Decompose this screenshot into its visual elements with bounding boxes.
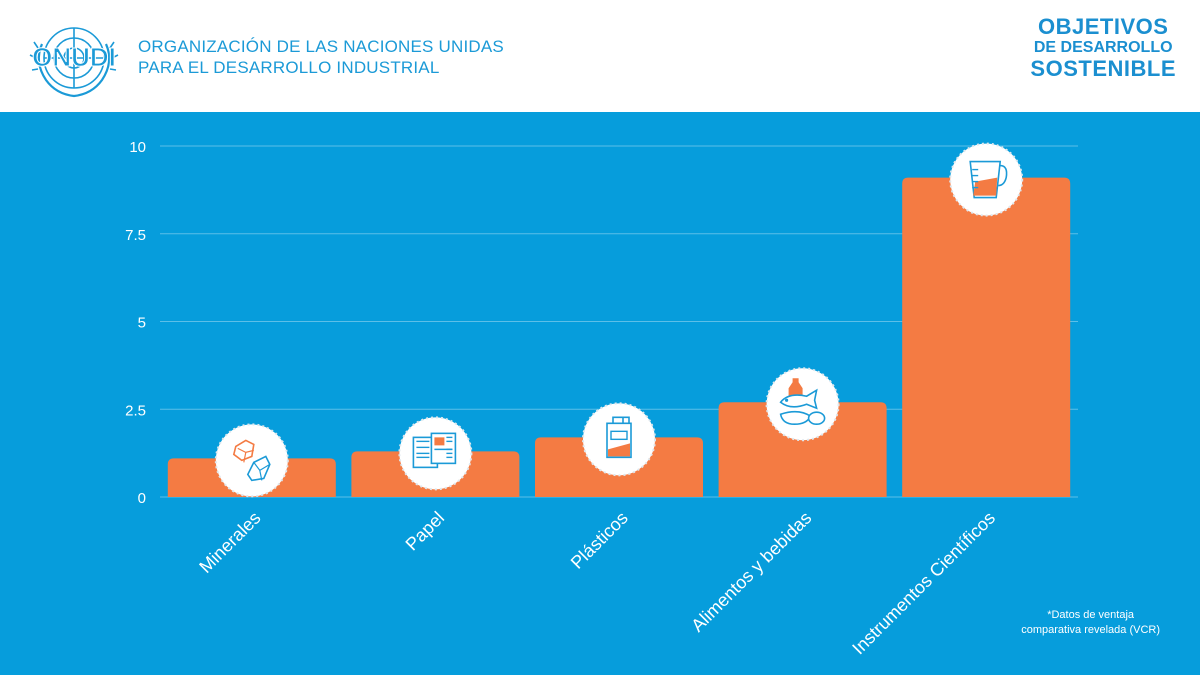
sdg-line2: DE DESARROLLO	[1033, 39, 1173, 56]
y-tick-label: 5	[138, 315, 146, 332]
footnote: *Datos de ventaja comparativa revelada (…	[1021, 608, 1160, 638]
x-tick-label: Plásticos	[567, 508, 632, 573]
logo-text: ONUDI	[32, 42, 116, 72]
plastic-container-icon	[582, 402, 656, 477]
food-beverage-icon	[765, 367, 840, 442]
y-tick-label: 2.5	[125, 402, 146, 419]
sdg-line3: SOSTENIBLE	[1030, 56, 1176, 81]
y-tick-label: 0	[138, 490, 146, 507]
bar-chart: 0 2.5 5 7.5 10 Minerales Papel Plásticos Aliment…	[125, 139, 1078, 659]
x-tick-label: Minerales	[195, 508, 264, 577]
minerals-icon	[214, 423, 289, 498]
bar-3	[718, 402, 887, 497]
organization-name: ORGANIZACIÓN DE LAS NACIONES UNIDAS PARA…	[138, 36, 504, 78]
sdg-line1: OBJETIVOS	[1038, 14, 1169, 39]
org-name-line1: ORGANIZACIÓN DE LAS NACIONES UNIDAS	[138, 37, 504, 56]
footnote-line2: comparativa revelada (VCR)	[1021, 624, 1160, 636]
header: ONUDI ORGANIZACIÓN DE LAS NACIONES UNIDA…	[0, 0, 1200, 112]
footnote-line1: *Datos de ventaja	[1047, 609, 1135, 621]
x-tick-label: Instrumentos Científicos	[848, 508, 999, 659]
measuring-beaker-icon	[949, 142, 1024, 217]
sdg-logo: OBJETIVOS DE DESARROLLO SOSTENIBLE	[1030, 16, 1176, 80]
org-name-line2: PARA EL DESARROLLO INDUSTRIAL	[138, 58, 440, 77]
paper-icon	[398, 416, 473, 491]
y-tick-label: 7.5	[125, 227, 146, 244]
x-tick-label: Alimentos y bebidas	[687, 508, 815, 636]
un-emblem-logo: ONUDI	[29, 27, 119, 98]
chart-panel: 0 2.5 5 7.5 10 Minerales Papel Plásticos Aliment…	[0, 112, 1200, 675]
x-tick-label: Papel	[402, 508, 449, 555]
bar-4	[902, 177, 1071, 497]
y-tick-label: 10	[129, 139, 146, 156]
